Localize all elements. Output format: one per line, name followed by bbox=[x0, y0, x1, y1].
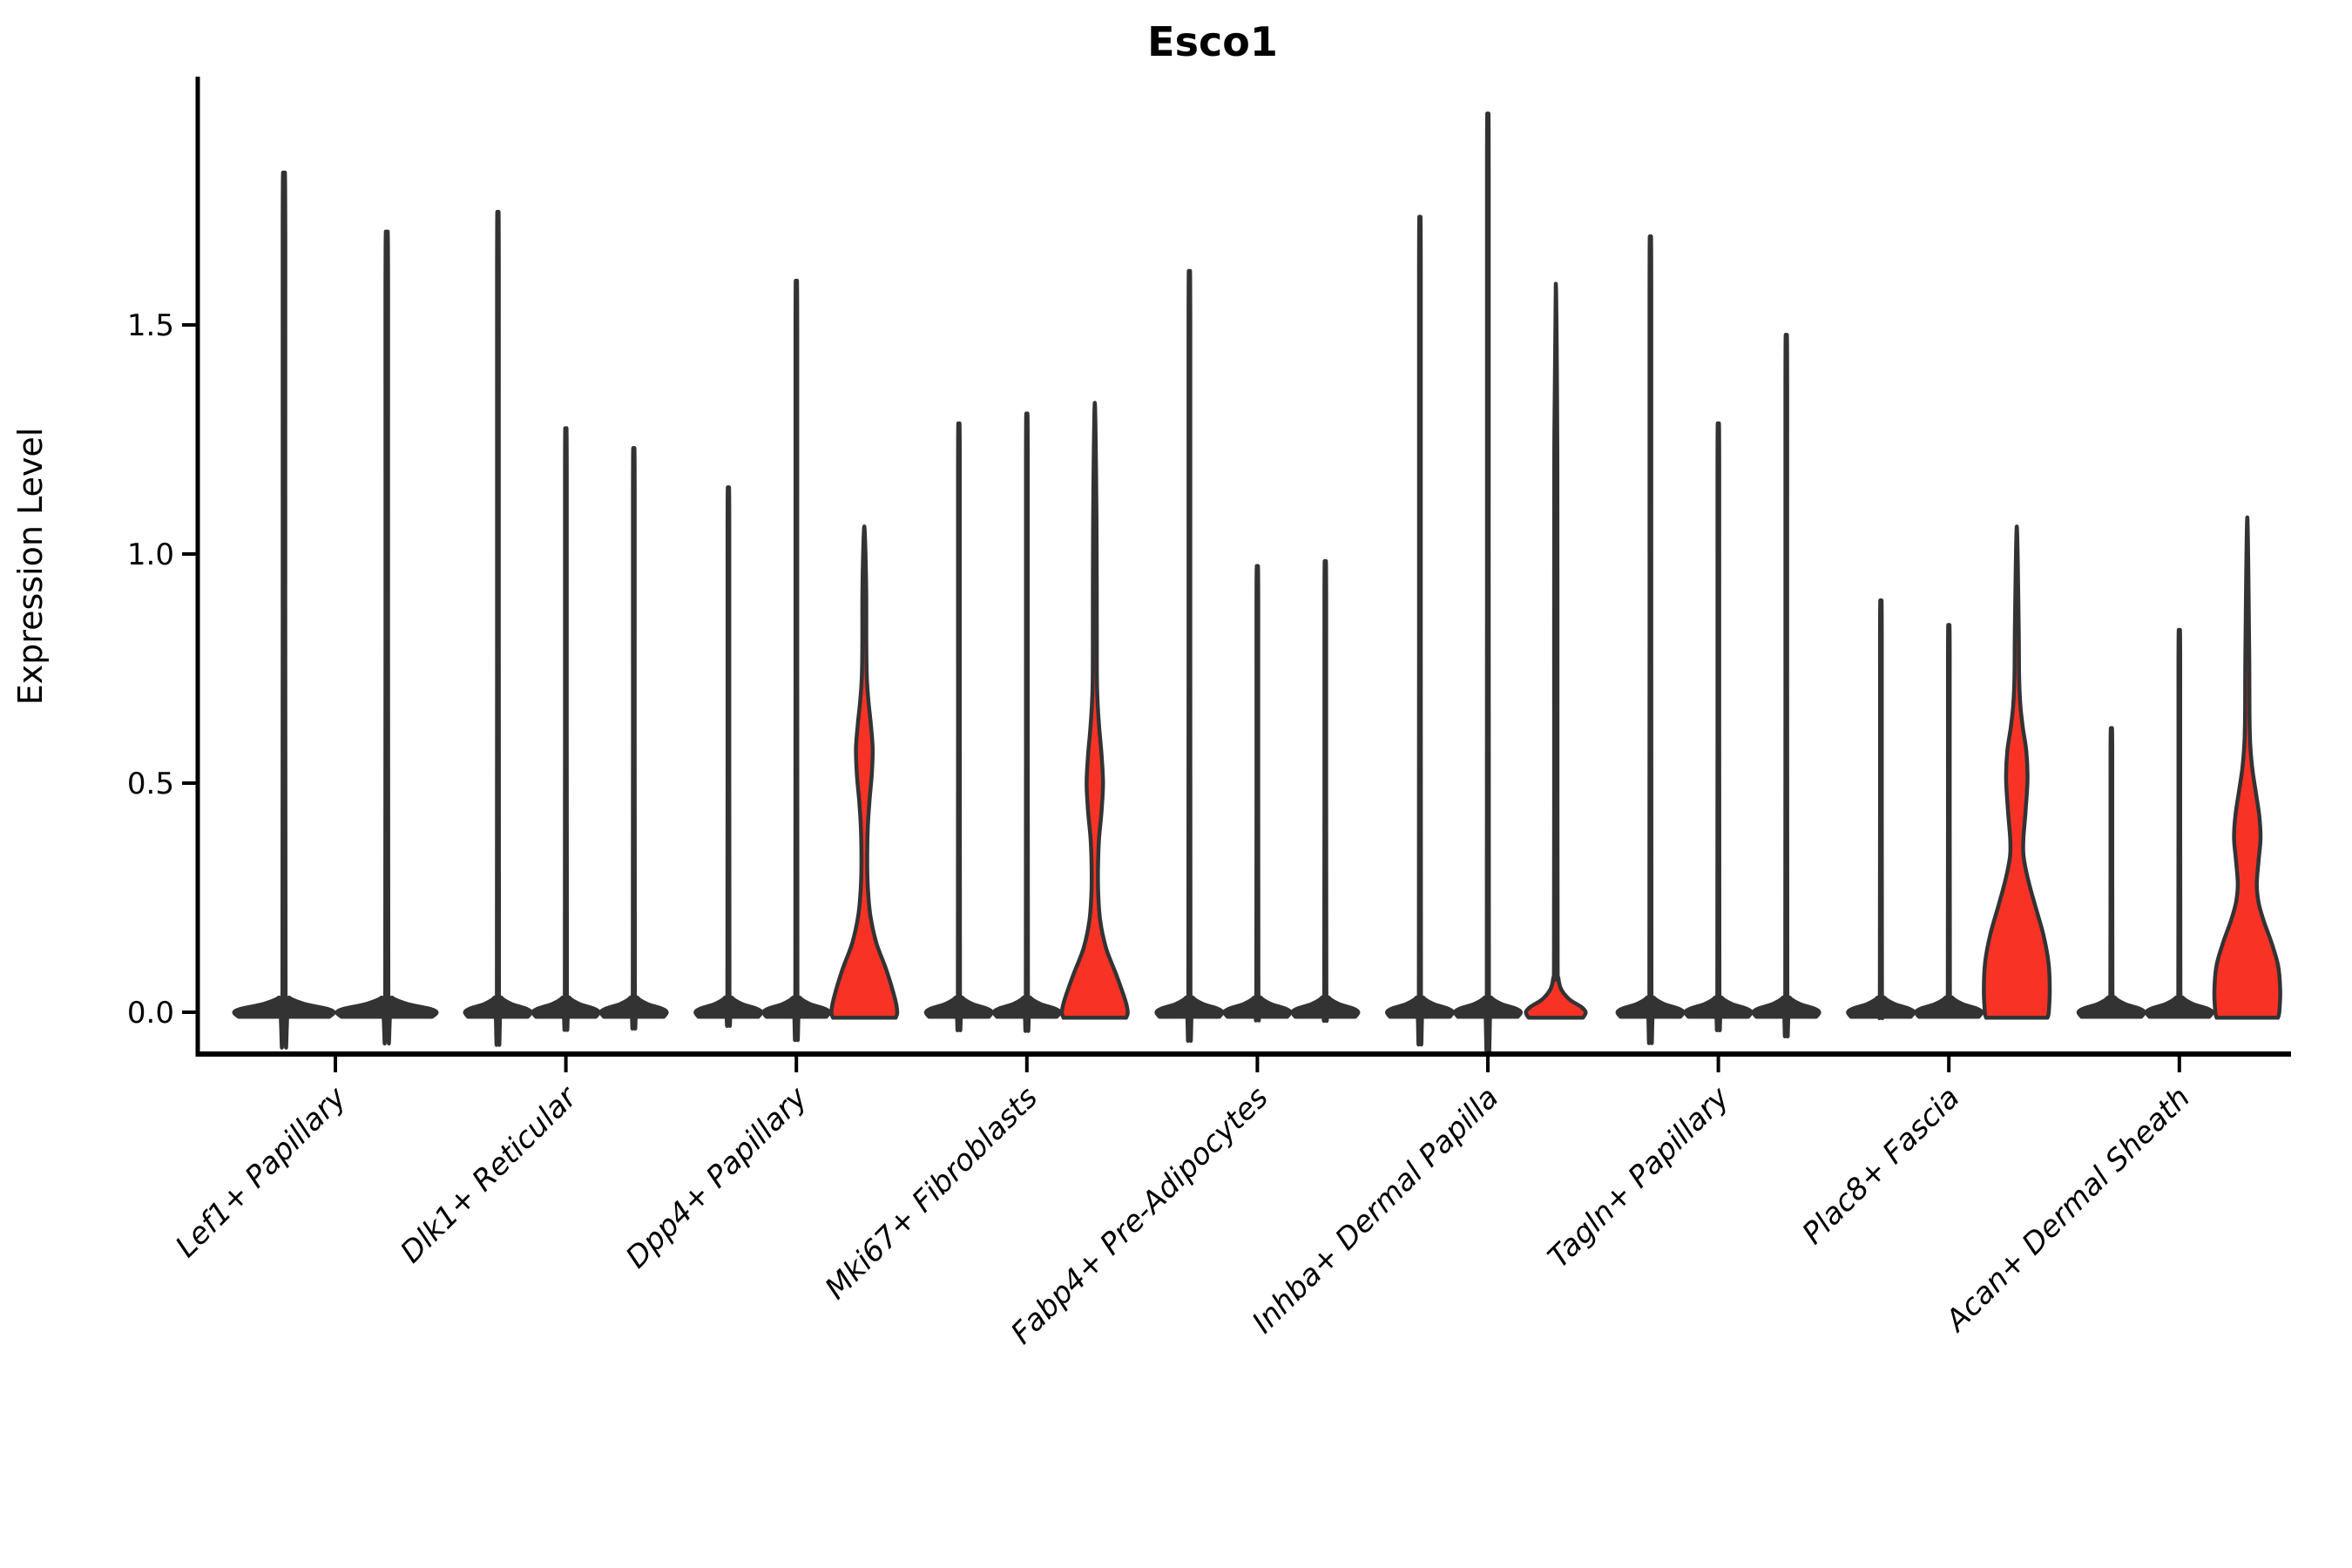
x-tick-label: Dlk1+ Reticular bbox=[394, 1079, 585, 1270]
chart-title: Esco1 bbox=[1147, 18, 1278, 65]
x-tick-label: Tagln+ Papillary bbox=[1541, 1079, 1736, 1274]
violin-mki67-fibroblasts-3 bbox=[1059, 401, 1130, 1020]
y-tick-label: 0.5 bbox=[127, 767, 174, 801]
y-tick-label: 1.5 bbox=[127, 308, 174, 343]
x-tick-labels: Lef1+ Papillary Dlk1+ Reticular Dpp4+ Papi… bbox=[169, 1079, 2197, 1351]
x-tick-label: Plac8+ Fascia bbox=[1795, 1080, 1966, 1251]
violins-layer bbox=[232, 112, 2282, 1054]
violin-tagln-papillary-3 bbox=[1751, 333, 1821, 1038]
violin-inhba-dermal-papilla-3 bbox=[1524, 281, 1588, 1020]
violin-fabp4-pre-adipocytes-3 bbox=[1290, 558, 1361, 1023]
violin-inhba-dermal-papilla-2 bbox=[1452, 112, 1524, 1054]
violin-mki67-fibroblasts-2 bbox=[991, 411, 1062, 1033]
x-tick-label: Acan+ Dermal Sheath bbox=[1938, 1080, 2197, 1339]
x-tick-label: Dpp4+ Papillary bbox=[619, 1079, 814, 1274]
violin-fabp4-pre-adipocytes-1 bbox=[1154, 268, 1225, 1043]
axes-layer bbox=[182, 77, 2291, 1072]
violin-acan-dermal-sheath-3 bbox=[2212, 515, 2282, 1020]
violin-mki67-fibroblasts-1 bbox=[923, 421, 994, 1032]
y-axis-label: Expression Level bbox=[11, 428, 50, 706]
violin-lef1-papillary-1 bbox=[232, 170, 336, 1050]
y-tick-labels: 0.0 0.5 1.0 1.5 bbox=[127, 308, 174, 1031]
y-tick-label: 0.0 bbox=[127, 996, 174, 1031]
violin-tagln-papillary-1 bbox=[1615, 234, 1686, 1045]
violin-tagln-papillary-2 bbox=[1683, 421, 1754, 1032]
x-tick-label: Fabp4+ Pre-Adipocytes bbox=[1004, 1080, 1275, 1351]
violin-plac8-fascia-2 bbox=[1914, 623, 1984, 1019]
violin-plac8-fascia-1 bbox=[1846, 598, 1916, 1020]
violin-plac8-fascia-3 bbox=[1982, 524, 2052, 1020]
violin-dlk1-reticular-1 bbox=[463, 209, 533, 1047]
x-tick-label: Inhba+ Dermal Papilla bbox=[1246, 1080, 1506, 1341]
violin-dpp4-papillary-1 bbox=[693, 485, 764, 1028]
y-tick-label: 1.0 bbox=[127, 537, 174, 572]
violin-dlk1-reticular-2 bbox=[531, 426, 601, 1032]
violin-acan-dermal-sheath-2 bbox=[2144, 627, 2214, 1019]
violin-inhba-dermal-papilla-1 bbox=[1384, 214, 1456, 1047]
violin-dpp4-papillary-2 bbox=[761, 279, 832, 1042]
violin-acan-dermal-sheath-1 bbox=[2076, 726, 2146, 1019]
violin-dlk1-reticular-3 bbox=[598, 446, 669, 1031]
violin-fabp4-pre-adipocytes-2 bbox=[1222, 564, 1293, 1023]
x-tick-label: Mki67+ Fibroblasts bbox=[819, 1080, 1045, 1307]
violin-dpp4-papillary-3 bbox=[829, 524, 900, 1020]
x-tick-label: Lef1+ Papillary bbox=[169, 1079, 354, 1264]
violin-lef1-papillary-2 bbox=[335, 229, 439, 1046]
